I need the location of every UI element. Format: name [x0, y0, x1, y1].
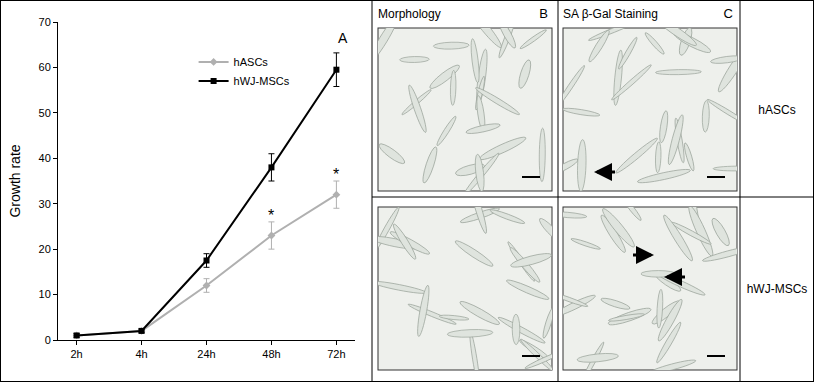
svg-text:SA β-Gal Staining: SA β-Gal Staining: [563, 7, 658, 21]
svg-text:hWJ-MSCs: hWJ-MSCs: [234, 75, 290, 87]
svg-text:C: C: [724, 6, 733, 21]
svg-text:*: *: [333, 166, 339, 183]
svg-text:B: B: [539, 6, 548, 21]
svg-text:hASCs: hASCs: [758, 103, 795, 117]
html-text:A: A: [338, 30, 348, 46]
svg-text:hWJ-MSCs: hWJ-MSCs: [747, 282, 808, 296]
svg-text:0: 0: [45, 334, 51, 346]
svg-text:Morphology: Morphology: [378, 7, 441, 21]
svg-text:30: 30: [39, 198, 51, 210]
svg-text:24h: 24h: [197, 348, 215, 360]
svg-text:4h: 4h: [135, 348, 147, 360]
svg-text:70: 70: [39, 16, 51, 28]
svg-text:40: 40: [39, 152, 51, 164]
svg-text:50: 50: [39, 107, 51, 119]
svg-text:60: 60: [39, 61, 51, 73]
svg-text:*: *: [268, 207, 274, 224]
svg-text:hASCs: hASCs: [234, 56, 269, 68]
svg-text:Growth rate: Growth rate: [7, 144, 23, 217]
svg-text:72h: 72h: [327, 348, 345, 360]
svg-text:2h: 2h: [70, 348, 82, 360]
svg-text:10: 10: [39, 288, 51, 300]
svg-text:48h: 48h: [262, 348, 280, 360]
svg-text:20: 20: [39, 243, 51, 255]
